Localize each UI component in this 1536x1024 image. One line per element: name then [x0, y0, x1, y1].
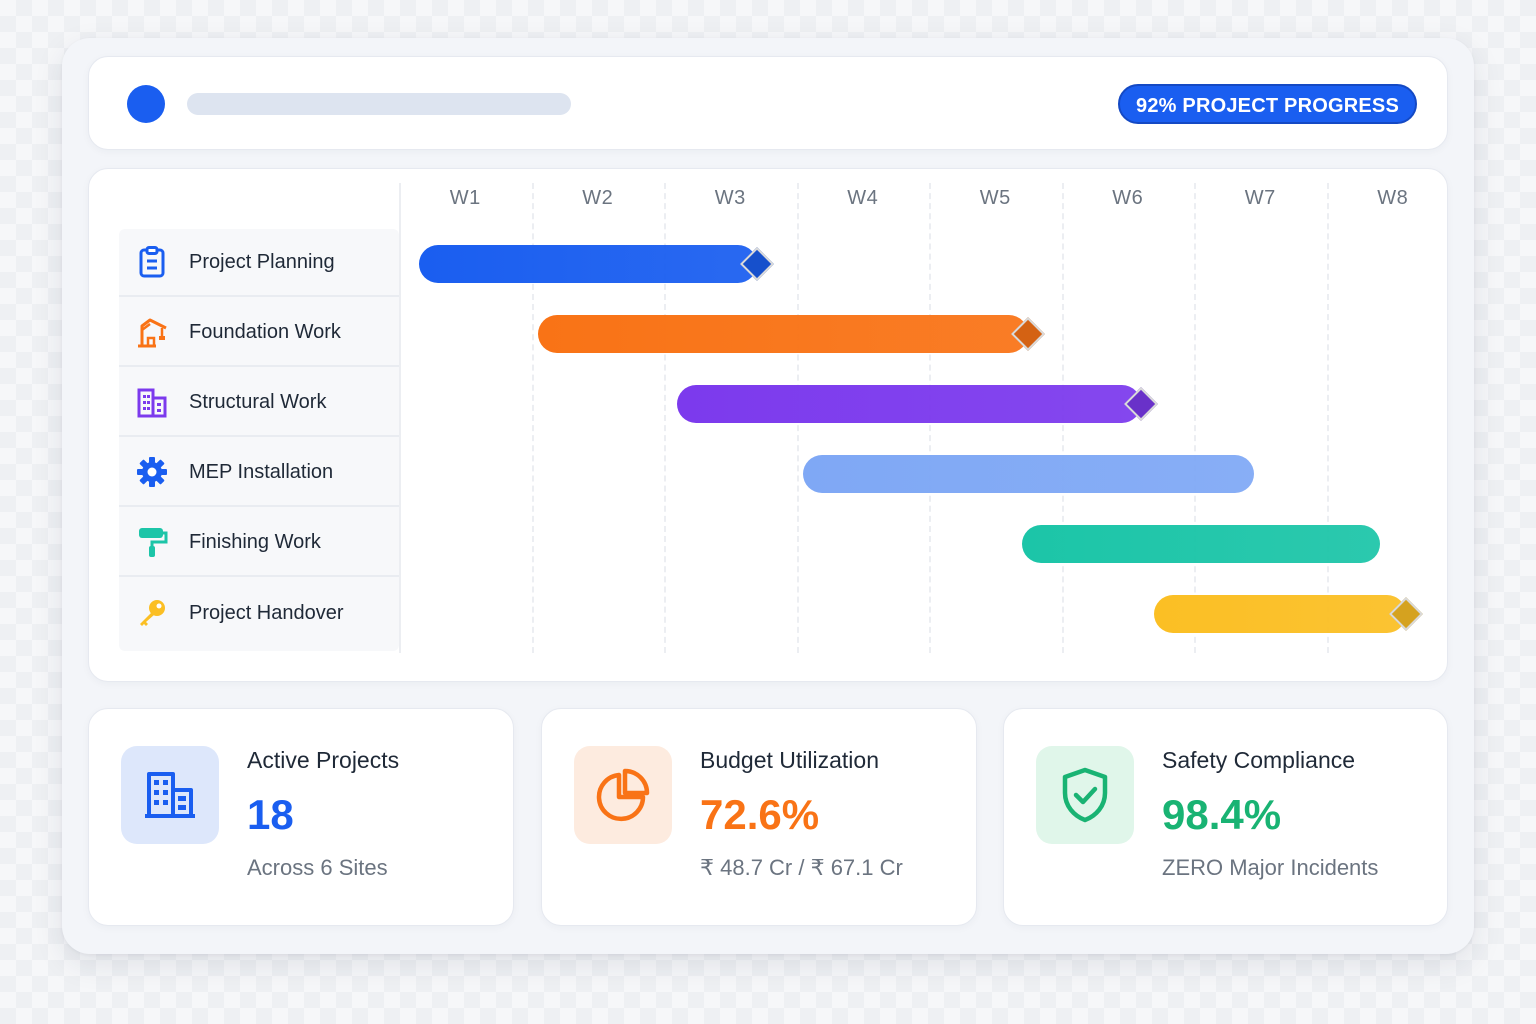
stat-title: Safety Compliance: [1162, 747, 1356, 773]
shield-check-icon: [1036, 746, 1134, 844]
week-label-w2: W2: [582, 187, 614, 209]
gantt-bar[interactable]: [538, 315, 1029, 353]
week-label-w5: W5: [979, 187, 1011, 209]
task-row-project-handover[interactable]: Project Handover: [119, 579, 399, 647]
gantt-chart-card: Project Planning Foundation Work Structu…: [88, 168, 1448, 682]
week-label-w6: W6: [1112, 187, 1144, 209]
grid-line: [399, 183, 401, 653]
grid-line: [1194, 183, 1196, 653]
stat-value: 98.4%: [1162, 791, 1282, 838]
stat-card-budget-utilization: Budget Utilization 72.6% ₹ 48.7 Cr / ₹ 6…: [541, 708, 977, 926]
task-row-project-planning[interactable]: Project Planning: [119, 229, 399, 297]
task-label: MEP Installation: [189, 460, 334, 483]
week-label-w8: W8: [1377, 187, 1409, 209]
task-label: Finishing Work: [189, 530, 321, 553]
grid-line: [664, 183, 666, 653]
task-row-structural-work[interactable]: Structural Work: [119, 369, 399, 437]
week-label-w4: W4: [847, 187, 879, 209]
stat-card-safety-compliance: Safety Compliance 98.4% ZERO Major Incid…: [1003, 708, 1448, 926]
gantt-bar[interactable]: [418, 245, 757, 283]
stat-subtitle: ZERO Major Incidents: [1162, 855, 1379, 880]
task-label: Foundation Work: [189, 320, 341, 343]
grid-line: [1326, 183, 1329, 653]
header-card: 92% PROJECT PROGRESS: [88, 56, 1448, 150]
gantt-bar[interactable]: [803, 455, 1254, 493]
building-icon: [135, 385, 169, 419]
key-icon: [135, 596, 169, 630]
stat-title: Budget Utilization: [700, 747, 879, 773]
stat-subtitle: ₹ 48.7 Cr / ₹ 67.1 Cr: [700, 855, 903, 880]
paint-roller-icon: [135, 525, 169, 559]
week-label-w3: W3: [714, 187, 746, 209]
stat-value: 18: [247, 791, 294, 838]
logo-dot: [127, 85, 165, 123]
task-label: Structural Work: [189, 390, 327, 413]
task-label: Project Handover: [189, 601, 344, 624]
project-progress-badge: 92% PROJECT PROGRESS: [1118, 84, 1417, 124]
task-row-foundation-work[interactable]: Foundation Work: [119, 299, 399, 367]
stat-card-active-projects: Active Projects 18 Across 6 Sites: [88, 708, 514, 926]
gantt-bar[interactable]: [677, 385, 1141, 423]
task-row-mep-installation[interactable]: MEP Installation: [119, 439, 399, 507]
buildings-icon: [121, 746, 219, 844]
clipboard-icon: [135, 245, 169, 279]
gantt-bar[interactable]: [1154, 595, 1406, 633]
stat-subtitle: Across 6 Sites: [247, 855, 388, 880]
gantt-bar[interactable]: [1021, 525, 1380, 563]
gear-icon: [135, 455, 169, 489]
task-label: Project Planning: [189, 250, 335, 273]
pie-chart-icon: [574, 746, 672, 844]
stat-value: 72.6%: [700, 791, 820, 838]
task-row-finishing-work[interactable]: Finishing Work: [119, 509, 399, 577]
task-list-panel: [119, 229, 399, 651]
week-label-w7: W7: [1244, 187, 1276, 209]
crane-icon: [135, 315, 169, 349]
title-placeholder-bar: [187, 93, 571, 115]
stat-title: Active Projects: [247, 747, 400, 773]
grid-line: [531, 183, 534, 653]
week-label-w1: W1: [449, 187, 481, 209]
